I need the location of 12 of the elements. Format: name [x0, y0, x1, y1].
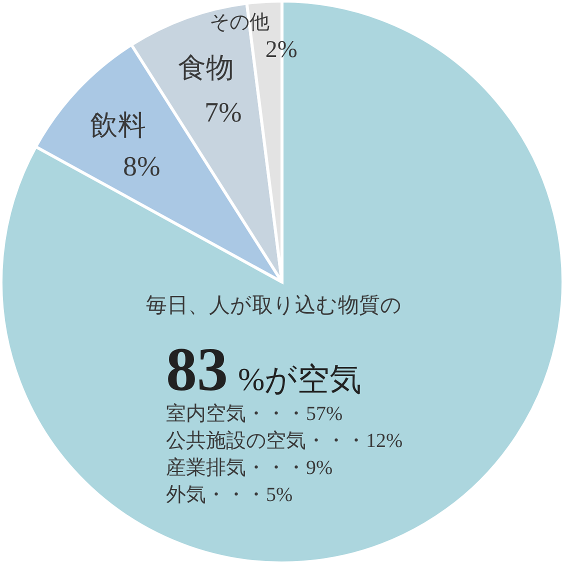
slice-label: 食物 [178, 52, 234, 84]
data-label: 7% [204, 98, 242, 129]
text: 産業排気・・・9% [166, 457, 333, 479]
data-label: 8% [122, 151, 160, 182]
text: 室内空気・・・57% [166, 402, 343, 425]
text: 83 %が空気 [166, 336, 362, 404]
data-label: 2% [265, 37, 298, 64]
text: 毎日、人が取り込む物質の [146, 293, 402, 317]
text: 外気・・・5% [166, 484, 293, 506]
slice-label: 飲料 [90, 110, 146, 142]
slice-label: その他 [210, 12, 270, 34]
text: 公共施設の空気・・・12% [166, 430, 403, 452]
